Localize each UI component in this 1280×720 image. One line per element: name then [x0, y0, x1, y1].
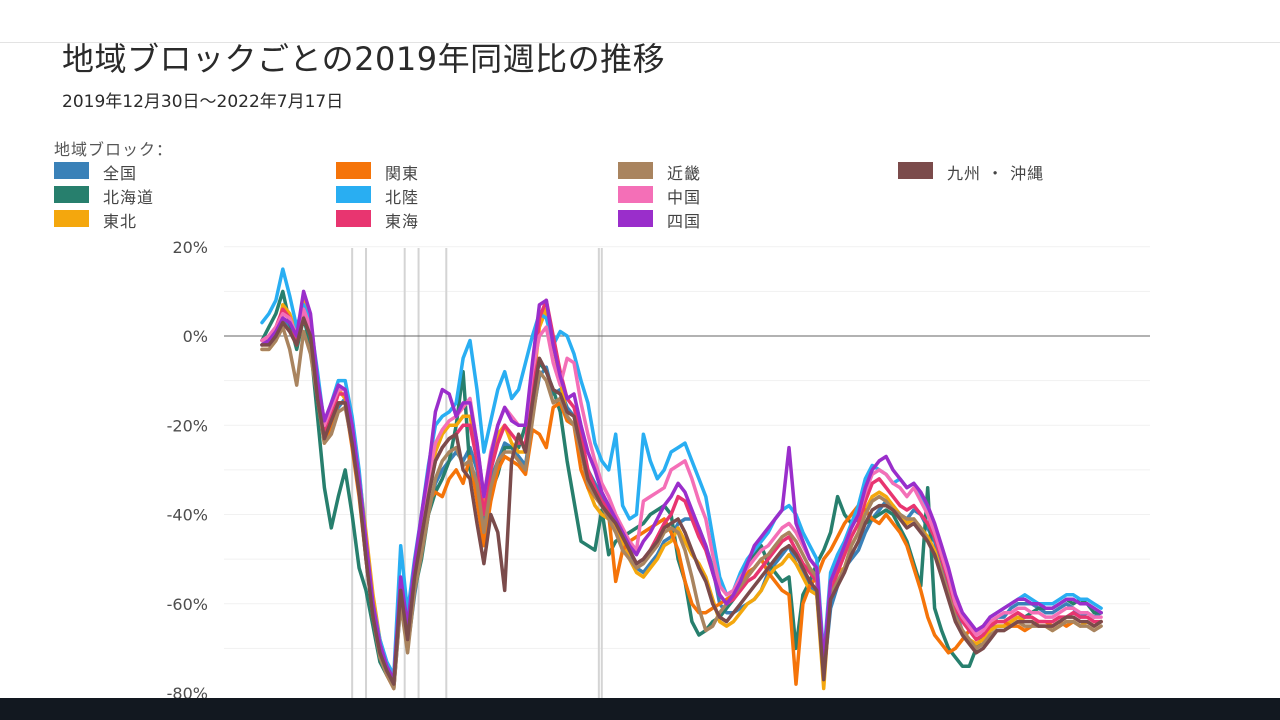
legend-swatch: [54, 186, 89, 203]
legend-swatch: [618, 210, 653, 227]
legend-label: 九州 ・ 沖縄: [947, 164, 1045, 183]
legend-label: 東海: [385, 212, 420, 231]
legend-title: 地域ブロック：: [54, 140, 174, 159]
y-tick-label: -40%: [167, 506, 208, 525]
legend-label: 近畿: [667, 164, 702, 183]
series-line-7[interactable]: [260, 307, 1103, 682]
top-bar: [0, 0, 1280, 43]
legend-label: 全国: [103, 164, 138, 183]
legend-swatch: [54, 162, 89, 179]
legend-swatch: [618, 186, 653, 203]
series-lines: [260, 267, 1103, 691]
legend-swatch: [336, 210, 371, 227]
y-axis-ticks: 20%0%-20%-40%-60%-80%: [167, 238, 208, 703]
legend-swatch: [336, 162, 371, 179]
chart-title: 地域ブロックごとの2019年同週比の推移: [62, 40, 666, 78]
legend-label: 北陸: [385, 188, 420, 207]
y-tick-label: -20%: [167, 416, 208, 435]
legend-label: 関東: [385, 164, 420, 183]
legend-swatch: [336, 186, 371, 203]
y-tick-label: -60%: [167, 595, 208, 614]
legend-swatch: [54, 210, 89, 227]
series-line-8[interactable]: [260, 289, 1103, 682]
legend-label: 中国: [667, 188, 702, 207]
legend-label: 東北: [103, 212, 138, 231]
y-tick-label: 0%: [183, 327, 208, 346]
y-tick-label: 20%: [172, 238, 208, 257]
series-line-6[interactable]: [260, 325, 1103, 691]
legend-label: 四国: [667, 212, 702, 231]
legend-label: 北海道: [103, 188, 155, 207]
series-line-9[interactable]: [260, 316, 1103, 686]
chart-subtitle: 2019年12月30日～2022年7月17日: [62, 92, 344, 112]
legend-swatch: [898, 162, 933, 179]
legend-swatch: [618, 162, 653, 179]
bottom-bar: [0, 698, 1280, 720]
series-line-4[interactable]: [260, 267, 1103, 677]
